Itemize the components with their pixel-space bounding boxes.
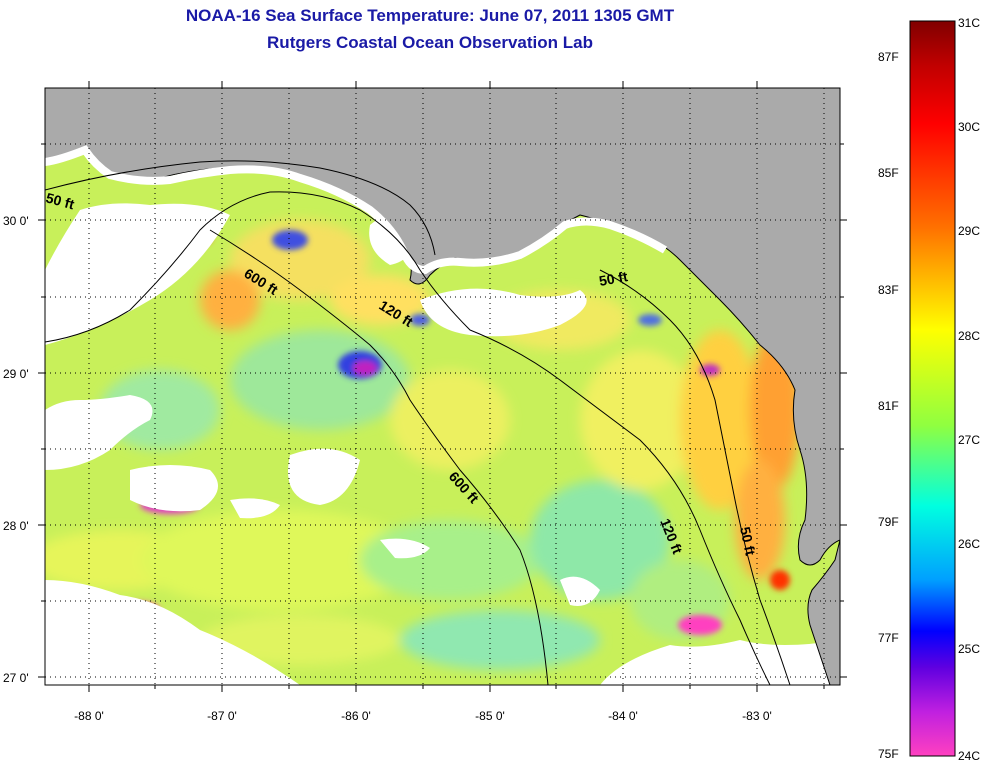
lon-label-86: -86 0' (341, 709, 371, 723)
colorbar-label-26c: 26C (958, 537, 980, 551)
colorbar-label-31c: 31C (958, 16, 980, 30)
lon-label-87: -87 0' (207, 709, 237, 723)
lon-label-88: -88 0' (74, 709, 104, 723)
colorbar-label-29c: 29C (958, 224, 980, 238)
lon-label-85: -85 0' (475, 709, 505, 723)
colorbar-label-27c: 27C (958, 433, 980, 447)
map-subtitle: Rutgers Coastal Ocean Observation Lab (267, 33, 593, 52)
colorbar-celsius-labels: 31C 30C 29C 28C 27C 26C 25C 24C (958, 16, 980, 763)
cool-patches (54, 144, 790, 635)
axis-ticks (38, 81, 847, 692)
colorbar-label-25c: 25C (958, 642, 980, 656)
colorbar-label-81f: 81F (878, 399, 899, 413)
temperature-colorbar (909, 20, 956, 757)
colorbar-label-83f: 83F (878, 283, 899, 297)
lon-label-84: -84 0' (608, 709, 638, 723)
map-area: 50 ft 600 ft 120 ft 50 ft 600 ft 120 ft … (44, 88, 840, 685)
colorbar-label-77f: 77F (878, 631, 899, 645)
lon-label-83: -83 0' (742, 709, 772, 723)
bathymetry-contours (45, 160, 791, 685)
map-frame (44, 87, 841, 686)
colorbar-label-30c: 30C (958, 120, 980, 134)
peninsula-land (807, 539, 840, 685)
bathymetry-label-50ft-east: 50 ft (737, 525, 759, 557)
colorbar-label-28c: 28C (958, 329, 980, 343)
bathymetry-label-50ft-northeast: 50 ft (598, 268, 629, 289)
colorbar-label-24c: 24C (958, 749, 980, 763)
colorbar-label-87f: 87F (878, 50, 899, 64)
cloud-mask (45, 203, 840, 685)
map-title: NOAA-16 Sea Surface Temperature: June 07… (185, 6, 675, 25)
lat-label-30: 30 0' (3, 214, 29, 228)
bathymetry-label-50ft-west: 50 ft (44, 189, 76, 212)
colorbar-label-79f: 79F (878, 515, 899, 529)
lat-label-29: 29 0' (3, 367, 29, 381)
colorbar-fahrenheit-labels: 87F 85F 83F 81F 79F 77F 75F (878, 50, 899, 761)
colorbar-label-85f: 85F (878, 166, 899, 180)
lat-label-28: 28 0' (3, 519, 29, 533)
lat-label-27: 27 0' (3, 671, 29, 685)
colorbar-label-75f: 75F (878, 747, 899, 761)
